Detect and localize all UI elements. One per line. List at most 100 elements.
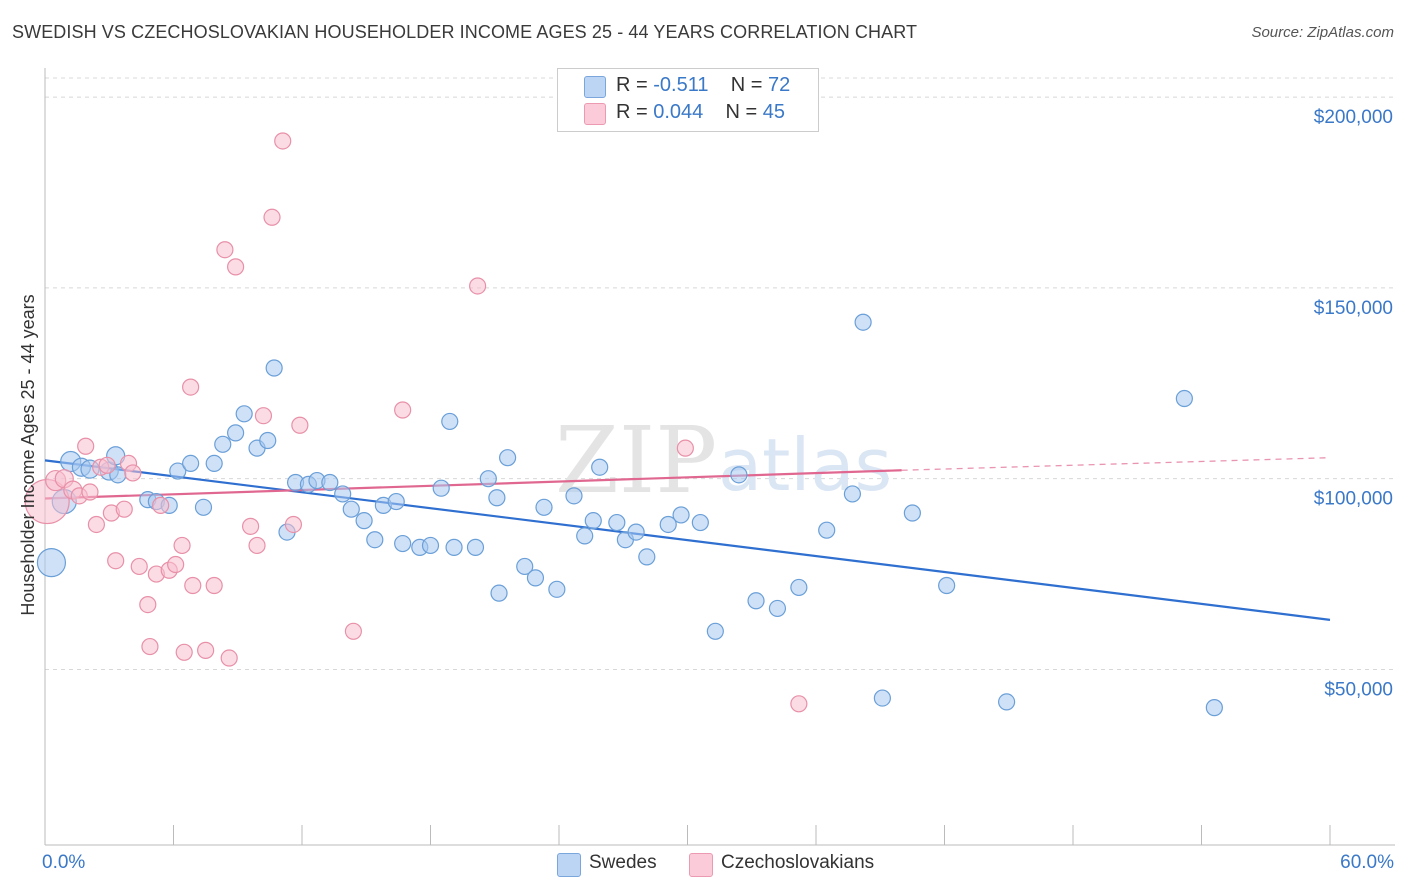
point-czech-40 bbox=[469, 277, 487, 295]
trend-line-czech bbox=[44, 469, 902, 500]
point-swedes-70 bbox=[1175, 389, 1193, 408]
point-czech-9 bbox=[98, 456, 116, 474]
point-swedes-37 bbox=[445, 538, 463, 556]
point-czech-22 bbox=[173, 536, 191, 555]
data-points bbox=[24, 132, 1223, 717]
point-czech-21 bbox=[167, 555, 185, 574]
point-swedes-44 bbox=[526, 569, 545, 587]
point-czech-26 bbox=[197, 641, 215, 659]
source-label: Source: ZipAtlas.com bbox=[1251, 24, 1394, 41]
point-swedes-32 bbox=[394, 534, 412, 553]
point-czech-17 bbox=[141, 637, 159, 656]
point-swedes-17 bbox=[235, 405, 253, 423]
y-tick-label-0: $50,000 bbox=[1324, 679, 1393, 700]
y-tick-labels: $50,000 $100,000 $150,000 $200,000 bbox=[1314, 107, 1393, 700]
point-swedes-16 bbox=[227, 424, 245, 442]
point-czech-30 bbox=[227, 258, 245, 276]
point-swedes-57 bbox=[691, 513, 709, 532]
point-swedes-0 bbox=[36, 548, 67, 578]
point-swedes-61 bbox=[768, 599, 787, 618]
legend-n-label: N = bbox=[730, 74, 763, 96]
point-czech-14 bbox=[124, 464, 142, 482]
point-swedes-27 bbox=[342, 500, 360, 518]
bottom-legend-label-swedes: Swedes bbox=[589, 852, 657, 873]
point-swedes-56 bbox=[672, 506, 690, 524]
point-swedes-29 bbox=[366, 531, 384, 549]
watermark: ZIP atlas bbox=[555, 407, 892, 514]
trend-line-czech-extension bbox=[901, 457, 1331, 471]
legend-n-value: 72 bbox=[767, 74, 791, 96]
point-czech-28 bbox=[216, 241, 234, 259]
point-czech-24 bbox=[182, 378, 200, 396]
grid-lines bbox=[45, 77, 1395, 670]
point-czech-19 bbox=[152, 496, 170, 514]
trend-lines bbox=[44, 457, 1331, 621]
legend-n-label: N = bbox=[725, 101, 758, 123]
point-swedes-53 bbox=[627, 523, 645, 541]
x-axis-max-label: 60.0% bbox=[1340, 852, 1394, 873]
axes bbox=[44, 68, 1395, 846]
point-czech-35 bbox=[274, 132, 292, 150]
point-swedes-71 bbox=[1205, 699, 1223, 717]
bottom-legend-label-czech: Czechoslovakians bbox=[721, 852, 875, 873]
y-tick-label-1: $100,000 bbox=[1314, 489, 1393, 510]
point-swedes-39 bbox=[479, 470, 497, 488]
point-swedes-40 bbox=[488, 489, 506, 507]
legend-text-czech: R = 0.044 N = 45 bbox=[616, 101, 785, 124]
y-tick-label-3: $200,000 bbox=[1314, 107, 1393, 128]
point-swedes-59 bbox=[730, 466, 748, 484]
legend-swatch-swedes bbox=[584, 76, 606, 98]
point-czech-5 bbox=[77, 437, 95, 455]
point-swedes-58 bbox=[706, 622, 724, 640]
x-axis-min-label: 0.0% bbox=[42, 852, 86, 873]
point-swedes-14 bbox=[205, 454, 223, 473]
legend-n-value: 45 bbox=[762, 101, 786, 123]
watermark-atlas: atlas bbox=[718, 423, 892, 507]
point-czech-41 bbox=[676, 439, 694, 457]
point-swedes-54 bbox=[638, 548, 656, 566]
y-tick-label-2: $150,000 bbox=[1314, 298, 1393, 319]
stats-legend: R = -0.511 N = 72 R = 0.044 N = 45 bbox=[557, 68, 819, 132]
point-czech-12 bbox=[115, 500, 133, 518]
point-czech-33 bbox=[254, 407, 273, 425]
legend-r-value: 0.044 bbox=[653, 101, 704, 123]
point-czech-31 bbox=[242, 517, 260, 535]
point-swedes-34 bbox=[421, 536, 440, 555]
point-swedes-13 bbox=[194, 498, 213, 516]
point-swedes-51 bbox=[608, 513, 626, 532]
point-swedes-64 bbox=[843, 485, 862, 503]
point-swedes-20 bbox=[265, 359, 283, 377]
point-swedes-55 bbox=[659, 515, 677, 534]
point-swedes-69 bbox=[998, 693, 1016, 711]
point-czech-39 bbox=[394, 401, 412, 419]
point-czech-42 bbox=[790, 695, 808, 713]
point-czech-29 bbox=[220, 649, 238, 667]
legend-swatch-czech bbox=[584, 103, 606, 125]
bottom-legend-swatch-czech bbox=[689, 853, 713, 877]
point-swedes-48 bbox=[576, 527, 594, 545]
point-swedes-35 bbox=[432, 479, 450, 497]
point-swedes-19 bbox=[259, 431, 277, 450]
point-czech-11 bbox=[107, 552, 125, 570]
point-swedes-28 bbox=[355, 512, 373, 530]
point-swedes-60 bbox=[747, 592, 765, 610]
point-swedes-63 bbox=[818, 521, 836, 539]
point-swedes-46 bbox=[548, 580, 566, 598]
point-swedes-42 bbox=[490, 584, 508, 602]
point-swedes-65 bbox=[854, 313, 872, 331]
point-swedes-68 bbox=[938, 576, 956, 595]
point-czech-32 bbox=[248, 536, 266, 555]
point-czech-38 bbox=[344, 622, 362, 640]
point-czech-25 bbox=[184, 576, 202, 595]
point-swedes-31 bbox=[387, 492, 405, 511]
point-czech-6 bbox=[81, 483, 99, 501]
point-swedes-36 bbox=[441, 412, 459, 431]
point-swedes-62 bbox=[790, 578, 808, 597]
point-czech-37 bbox=[291, 416, 309, 434]
point-czech-27 bbox=[205, 576, 223, 595]
point-swedes-25 bbox=[321, 473, 339, 492]
bottom-legend-swatch-swedes bbox=[557, 853, 581, 877]
point-czech-16 bbox=[139, 595, 157, 614]
legend-text-swedes: R = -0.511 N = 72 bbox=[616, 74, 790, 97]
